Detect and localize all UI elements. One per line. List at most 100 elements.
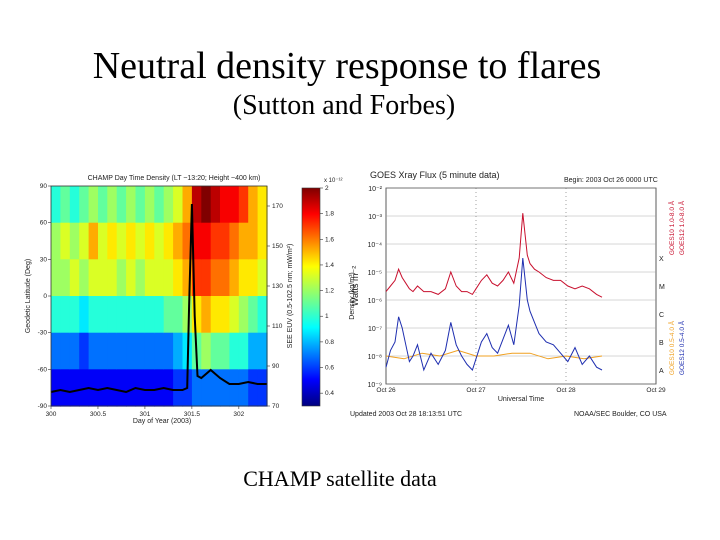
density-cell <box>163 259 174 297</box>
density-cell <box>257 222 268 260</box>
colorbar-tick-label: 1.2 <box>325 288 334 295</box>
density-cell <box>173 332 184 370</box>
density-cell <box>173 296 184 334</box>
density-cell <box>88 369 99 407</box>
density-cell <box>88 222 99 260</box>
density-cells <box>51 186 268 407</box>
colorbar-label: Density (kg/m³) <box>349 272 356 319</box>
goes-y-tick-label: 10⁻⁸ <box>368 354 382 361</box>
champ-x-axis-label: Day of Year (2003) <box>133 418 191 425</box>
goes-y-tick-label: 10⁻⁷ <box>368 326 382 333</box>
density-cell <box>135 186 146 224</box>
density-cell <box>201 332 212 370</box>
density-cell <box>69 259 80 297</box>
density-cell <box>248 332 259 370</box>
density-cell <box>51 332 61 370</box>
density-cell <box>135 369 146 407</box>
density-cell <box>107 259 118 297</box>
champ-y-axis-label: Geodetic Latitude (Deg) <box>25 259 32 333</box>
density-cell <box>248 259 259 297</box>
champ-y-tick-label: 30 <box>40 256 48 263</box>
champ-y2-tick-label: 70 <box>272 403 280 410</box>
density-cell <box>191 259 202 297</box>
density-cell <box>238 259 249 297</box>
density-cell <box>60 369 71 407</box>
density-cell <box>257 186 268 224</box>
density-cell <box>163 222 174 260</box>
goes-x-tick-label: Oct 28 <box>556 387 576 394</box>
density-cell <box>238 332 249 370</box>
density-cell <box>229 296 240 334</box>
colorbar-tick-label: 1.8 <box>325 211 334 218</box>
density-cell <box>79 332 90 370</box>
density-cell <box>191 369 202 407</box>
density-cell <box>191 296 202 334</box>
density-cell <box>60 222 71 260</box>
colorbar-tick-label: 2 <box>325 185 329 192</box>
density-cell <box>154 222 165 260</box>
champ-y-tick-label: -60 <box>38 366 48 373</box>
density-cell <box>79 296 90 334</box>
goes-gridlines <box>386 187 656 385</box>
density-cell <box>107 186 118 224</box>
goes-flare-class: M <box>659 284 665 291</box>
slide-subtitle: (Sutton and Forbes) <box>232 90 456 121</box>
density-cell <box>51 369 61 407</box>
density-cell <box>220 186 230 224</box>
goes-y-tick-label: 10⁻⁶ <box>368 298 382 305</box>
density-cell <box>210 369 221 407</box>
goes-credit-label: NOAA/SEC Boulder, CO USA <box>574 411 667 418</box>
density-cell <box>144 296 155 334</box>
density-cell <box>173 369 184 407</box>
density-cell <box>210 259 221 297</box>
density-cell <box>257 369 268 407</box>
goes-flare-class: X <box>659 256 664 263</box>
goes-x-axis-label: Universal Time <box>498 396 544 403</box>
density-cell <box>229 369 240 407</box>
champ-y2-ticks: 170 150 130 110 90 70 <box>267 203 283 410</box>
goes-begin-label: Begin: 2003 Oct 26 0000 UTC <box>564 177 658 184</box>
density-cell <box>51 222 61 260</box>
density-cell <box>51 296 61 334</box>
champ-x-tick-label: 301 <box>139 411 150 418</box>
density-cell <box>126 296 137 334</box>
density-cell <box>191 222 202 260</box>
density-cell <box>144 222 155 260</box>
density-colorbar <box>301 187 321 407</box>
slide-title: Neutral density response to flares <box>92 45 602 87</box>
density-cell <box>135 259 146 297</box>
density-cell <box>79 259 90 297</box>
density-cell <box>126 259 137 297</box>
champ-x-tick-label: 302 <box>233 411 244 418</box>
density-cell <box>135 332 146 370</box>
density-cell <box>163 369 174 407</box>
champ-y2-axis-label: SEE EUV (0.5-102.5 nm; mW/m²) <box>287 244 294 349</box>
colorbar-ticks: 2 1.8 1.6 1.4 1.2 1 0.8 0.6 0.4 <box>320 185 334 397</box>
champ-y-tick-label: 90 <box>40 183 48 190</box>
goes-flare-classes: X M C B A <box>659 256 665 375</box>
density-cell <box>220 259 230 297</box>
density-cell <box>60 296 71 334</box>
density-cell <box>107 332 118 370</box>
density-cell <box>116 186 127 224</box>
goes-flare-class: B <box>659 340 664 347</box>
colorbar-tick-label: 0.8 <box>325 339 334 346</box>
density-cell <box>248 186 259 224</box>
goes-legend-entry: GOES12 1.0-8.0 Å <box>677 200 686 255</box>
density-cell <box>116 369 127 407</box>
density-cell <box>88 186 99 224</box>
champ-x-tick-label: 301.5 <box>184 411 201 418</box>
density-cell <box>173 186 184 224</box>
density-cell <box>238 186 249 224</box>
density-cell <box>116 259 127 297</box>
density-cell <box>69 332 80 370</box>
density-cell <box>126 186 137 224</box>
density-cell <box>135 296 146 334</box>
champ-x-ticks: 300 300.5 301 301.5 302 <box>46 406 245 418</box>
goes-y-axis-label: Watts m⁻² <box>350 266 360 306</box>
density-cell <box>144 259 155 297</box>
density-cell <box>51 259 61 297</box>
density-cell <box>182 222 193 260</box>
